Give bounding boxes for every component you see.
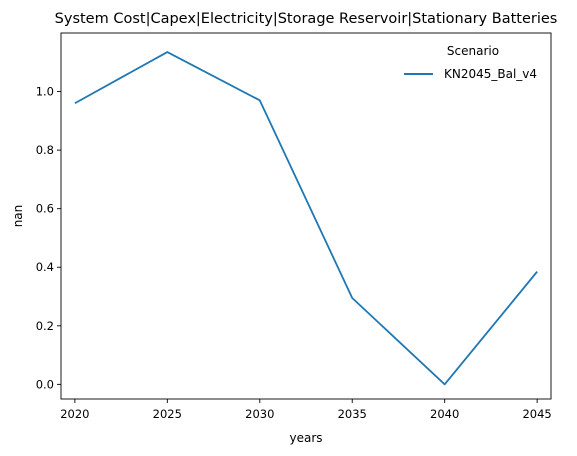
y-tick-label: 1.0 bbox=[36, 85, 54, 99]
x-axis-label: years bbox=[289, 431, 322, 445]
x-tick-label: 2040 bbox=[430, 407, 459, 421]
y-tick-label: 0.8 bbox=[36, 143, 54, 157]
x-tick-label: 2035 bbox=[338, 407, 367, 421]
y-tick-label: 0.4 bbox=[36, 260, 54, 274]
series-layer bbox=[74, 51, 538, 386]
chart-title: System Cost|Capex|Electricity|Storage Re… bbox=[55, 11, 558, 27]
legend: Scenario KN2045_Bal_v4 bbox=[404, 44, 537, 81]
y-axis-ticks: 0.0 0.2 0.4 0.6 0.8 1.0 bbox=[36, 85, 61, 391]
y-tick-label: 0.6 bbox=[36, 202, 54, 216]
y-tick-label: 0.0 bbox=[36, 377, 54, 391]
series-line-0 bbox=[74, 51, 538, 386]
legend-title: Scenario bbox=[447, 44, 499, 58]
x-axis-ticks: 2020 2025 2030 2035 2040 2045 bbox=[60, 399, 552, 421]
y-tick-label: 0.2 bbox=[36, 319, 54, 333]
x-tick-label: 2025 bbox=[153, 407, 182, 421]
x-tick-label: 2020 bbox=[60, 407, 89, 421]
x-tick-label: 2030 bbox=[245, 407, 274, 421]
legend-entry-kn2045-bal-v4: KN2045_Bal_v4 bbox=[444, 67, 537, 81]
y-axis-label: nan bbox=[11, 205, 25, 228]
x-tick-label: 2045 bbox=[522, 407, 551, 421]
plot-frame bbox=[60, 32, 552, 400]
